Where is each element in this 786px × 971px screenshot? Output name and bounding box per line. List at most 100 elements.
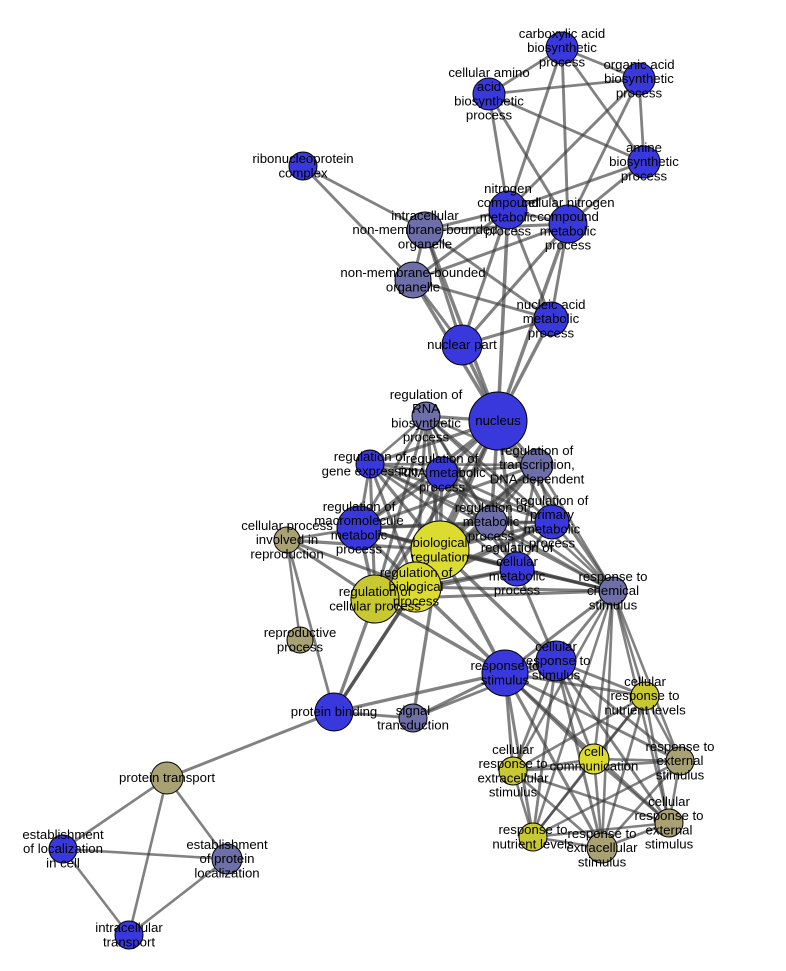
svg-text:stimulus: stimulus xyxy=(645,837,694,852)
svg-text:biosynthetic: biosynthetic xyxy=(454,93,524,108)
svg-text:establishment: establishment xyxy=(22,827,104,842)
svg-text:cellular: cellular xyxy=(624,674,666,689)
svg-text:in cell: in cell xyxy=(46,856,80,871)
svg-text:nutrient levels: nutrient levels xyxy=(492,836,574,851)
svg-text:response to: response to xyxy=(568,826,637,841)
svg-text:RNA metabolic: RNA metabolic xyxy=(398,465,486,480)
svg-text:response to: response to xyxy=(635,808,704,823)
svg-text:transport: transport xyxy=(103,934,155,949)
svg-text:cellular amino: cellular amino xyxy=(448,65,529,80)
svg-text:external: external xyxy=(657,753,704,768)
svg-text:regulation of: regulation of xyxy=(390,387,463,402)
svg-text:response to: response to xyxy=(479,756,548,771)
svg-text:metabolic: metabolic xyxy=(331,527,388,542)
svg-text:stimulus: stimulus xyxy=(481,672,530,687)
svg-text:stimulus: stimulus xyxy=(489,785,538,800)
svg-text:regulation of: regulation of xyxy=(406,451,479,466)
svg-text:transcription,: transcription, xyxy=(499,457,575,472)
svg-text:nucleic acid: nucleic acid xyxy=(517,297,586,312)
svg-text:process: process xyxy=(336,542,383,557)
svg-text:intracellular: intracellular xyxy=(95,920,163,935)
svg-text:cell: cell xyxy=(584,744,604,759)
svg-text:stimulus: stimulus xyxy=(656,768,705,783)
svg-text:extracellular: extracellular xyxy=(477,770,549,785)
svg-text:organelle: organelle xyxy=(386,279,440,294)
svg-text:response to: response to xyxy=(522,653,591,668)
svg-text:response to: response to xyxy=(499,822,568,837)
svg-text:organic acid: organic acid xyxy=(603,57,674,72)
svg-text:establishment: establishment xyxy=(186,837,268,852)
svg-text:primary: primary xyxy=(530,507,574,522)
svg-text:biosynthetic: biosynthetic xyxy=(604,71,674,86)
svg-text:biosynthetic: biosynthetic xyxy=(609,154,679,169)
svg-text:protein binding: protein binding xyxy=(291,704,378,719)
svg-text:biological: biological xyxy=(413,535,468,550)
svg-text:biosynthetic: biosynthetic xyxy=(391,415,461,430)
svg-text:protein transport: protein transport xyxy=(119,770,215,785)
svg-text:metabolic: metabolic xyxy=(463,514,520,529)
svg-text:nutrient levels: nutrient levels xyxy=(604,703,686,718)
svg-text:process: process xyxy=(494,583,541,598)
svg-text:complex: complex xyxy=(278,165,328,180)
svg-text:regulation: regulation xyxy=(411,549,469,564)
svg-text:regulation of: regulation of xyxy=(334,449,407,464)
svg-text:metabolic: metabolic xyxy=(540,223,597,238)
svg-text:regulation of: regulation of xyxy=(339,584,412,599)
svg-text:intracellular: intracellular xyxy=(391,208,459,223)
svg-text:cellular process: cellular process xyxy=(329,598,421,613)
svg-text:chemical: chemical xyxy=(587,583,639,598)
svg-text:localization: localization xyxy=(194,866,259,881)
svg-text:external: external xyxy=(646,822,693,837)
svg-text:response to: response to xyxy=(611,688,680,703)
svg-text:reproduction: reproduction xyxy=(250,547,323,562)
svg-text:regulation of: regulation of xyxy=(501,443,574,458)
svg-text:RNA: RNA xyxy=(412,401,440,416)
svg-text:regulation of: regulation of xyxy=(516,493,589,508)
svg-text:nucleus: nucleus xyxy=(475,413,521,428)
svg-text:regulation of: regulation of xyxy=(323,499,396,514)
svg-text:carboxylic acid: carboxylic acid xyxy=(519,26,606,41)
svg-text:process: process xyxy=(539,55,586,70)
svg-text:nuclear part: nuclear part xyxy=(427,337,497,352)
svg-text:response to: response to xyxy=(646,739,715,754)
svg-text:process: process xyxy=(528,326,575,341)
svg-text:process: process xyxy=(621,169,668,184)
svg-text:organelle: organelle xyxy=(398,237,452,252)
svg-text:regulation of: regulation of xyxy=(380,565,453,580)
svg-text:compound: compound xyxy=(537,209,599,224)
svg-text:process: process xyxy=(616,86,663,101)
svg-text:process: process xyxy=(277,639,324,654)
svg-text:stimulus: stimulus xyxy=(589,598,638,613)
svg-text:metabolic: metabolic xyxy=(524,521,581,536)
svg-text:of protein: of protein xyxy=(200,851,255,866)
svg-text:stimulus: stimulus xyxy=(532,668,581,683)
svg-text:cellular: cellular xyxy=(496,554,538,569)
svg-text:metabolic: metabolic xyxy=(523,311,580,326)
svg-text:amine: amine xyxy=(626,140,662,155)
svg-text:response to: response to xyxy=(579,569,648,584)
svg-text:stimulus: stimulus xyxy=(578,855,627,870)
svg-text:transduction: transduction xyxy=(377,717,449,732)
svg-text:cellular: cellular xyxy=(535,639,577,654)
svg-text:non-membrane-bounded: non-membrane-bounded xyxy=(352,222,497,237)
svg-text:cellular process: cellular process xyxy=(241,518,333,533)
svg-text:involved in: involved in xyxy=(256,532,318,547)
svg-text:process: process xyxy=(419,480,466,495)
svg-text:signal: signal xyxy=(396,703,431,718)
svg-text:process: process xyxy=(545,238,592,253)
svg-text:cellular nitrogen: cellular nitrogen xyxy=(521,195,614,210)
svg-text:acid: acid xyxy=(477,79,501,94)
svg-text:communication: communication xyxy=(550,758,639,773)
svg-text:process: process xyxy=(466,108,513,123)
svg-text:nitrogen: nitrogen xyxy=(484,181,532,196)
svg-text:cellular: cellular xyxy=(492,742,534,757)
svg-text:cellular: cellular xyxy=(648,794,690,809)
svg-text:reproductive: reproductive xyxy=(264,625,337,640)
svg-text:regulation of: regulation of xyxy=(481,540,554,555)
svg-text:process: process xyxy=(403,430,450,445)
svg-text:extracellular: extracellular xyxy=(566,840,638,855)
svg-text:ribonucleoprotein: ribonucleoprotein xyxy=(252,151,353,166)
svg-text:DNA-dependent: DNA-dependent xyxy=(490,472,585,487)
svg-text:metabolic: metabolic xyxy=(489,568,546,583)
svg-text:of localization: of localization xyxy=(23,841,103,856)
